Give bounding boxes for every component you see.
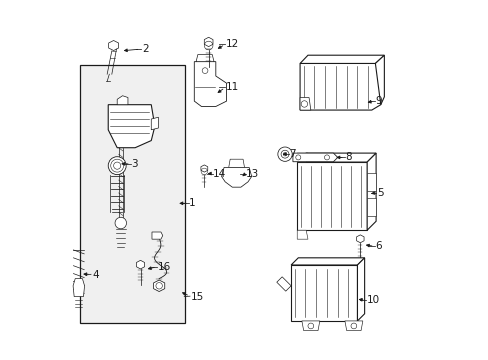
Text: 16: 16 (158, 262, 171, 272)
Polygon shape (152, 232, 163, 239)
Circle shape (115, 217, 126, 229)
Polygon shape (73, 279, 84, 297)
Polygon shape (204, 37, 213, 46)
Polygon shape (366, 173, 375, 191)
Polygon shape (196, 54, 214, 62)
Polygon shape (108, 105, 155, 148)
Polygon shape (297, 153, 307, 162)
Polygon shape (117, 96, 128, 105)
Text: 6: 6 (375, 241, 381, 251)
Polygon shape (290, 265, 357, 321)
Polygon shape (228, 159, 244, 167)
Polygon shape (201, 165, 207, 172)
Text: 15: 15 (190, 292, 203, 302)
Text: 12: 12 (225, 40, 239, 49)
Polygon shape (366, 198, 375, 216)
Polygon shape (357, 258, 364, 321)
Text: 1: 1 (188, 198, 195, 208)
Text: 4: 4 (92, 270, 99, 280)
Polygon shape (276, 277, 290, 291)
Text: 9: 9 (375, 96, 381, 106)
Polygon shape (344, 321, 362, 330)
Polygon shape (297, 162, 366, 230)
Text: 3: 3 (131, 159, 138, 169)
Circle shape (281, 150, 288, 158)
Bar (80, 65, 185, 323)
Polygon shape (290, 258, 364, 265)
Polygon shape (153, 280, 164, 292)
Text: 11: 11 (225, 82, 239, 93)
Text: 5: 5 (376, 188, 383, 198)
Circle shape (277, 147, 292, 161)
Text: 7: 7 (289, 149, 295, 159)
Polygon shape (108, 41, 118, 50)
Polygon shape (366, 153, 375, 230)
Text: 14: 14 (213, 168, 226, 179)
Polygon shape (300, 98, 310, 110)
Polygon shape (151, 117, 158, 130)
Polygon shape (221, 167, 251, 187)
Polygon shape (301, 321, 319, 330)
Polygon shape (136, 260, 144, 269)
Polygon shape (297, 153, 375, 162)
Polygon shape (194, 62, 226, 107)
Polygon shape (375, 55, 384, 105)
Polygon shape (297, 230, 307, 239)
Text: 13: 13 (246, 168, 259, 179)
Text: 10: 10 (366, 295, 379, 305)
Polygon shape (292, 153, 337, 162)
Text: 2: 2 (142, 44, 149, 54)
Text: 8: 8 (345, 152, 351, 162)
Polygon shape (300, 63, 380, 110)
Polygon shape (300, 55, 384, 63)
Polygon shape (356, 235, 363, 243)
Circle shape (108, 157, 126, 175)
